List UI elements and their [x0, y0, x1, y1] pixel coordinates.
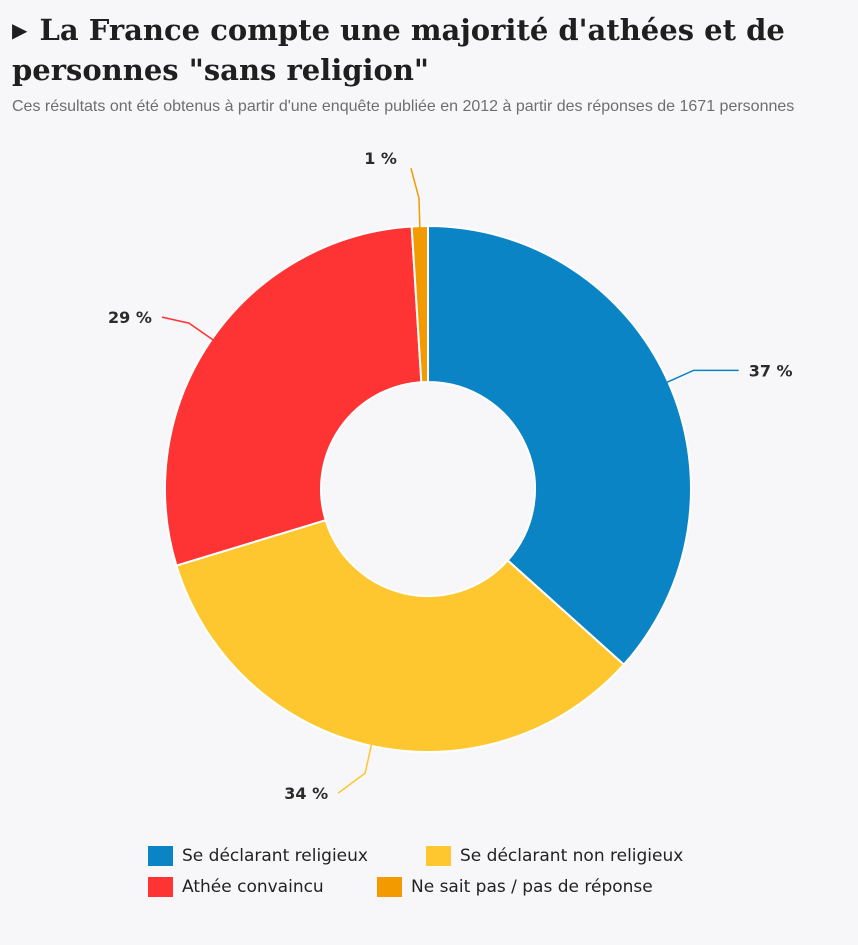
legend-label: Se déclarant religieux	[182, 846, 368, 866]
legend-label: Ne sait pas / pas de réponse	[411, 877, 653, 897]
legend-item[interactable]: Ne sait pas / pas de réponse	[377, 877, 653, 897]
slice-data-label: 34 %	[284, 784, 328, 803]
donut-chart: 37 % 34 % 29 % 1 %	[108, 149, 793, 803]
label-connector	[161, 316, 214, 341]
legend-item[interactable]: Athée convaincu	[148, 877, 324, 897]
legend-item[interactable]: Se déclarant religieux	[148, 846, 368, 866]
chart-title-text: La France compte une majorité d'athées e…	[12, 13, 785, 87]
legend-item[interactable]: Se déclarant non religieux	[426, 846, 683, 866]
donut-slice[interactable]	[410, 224, 429, 384]
legend-label: Se déclarant non religieux	[460, 846, 684, 866]
label-connector	[410, 167, 421, 229]
legend-label: Athée convaincu	[182, 877, 324, 897]
legend-swatch	[148, 846, 173, 866]
donut-slice[interactable]	[427, 224, 692, 666]
donut-slice[interactable]	[164, 225, 423, 567]
triangle-right-icon: ▶	[12, 18, 28, 42]
chart-title: ▶ La France compte une majorité d'athées…	[12, 10, 842, 90]
chart-subtitle: Ces résultats ont été obtenus à partir d…	[12, 98, 795, 115]
slice-data-label: 1 %	[364, 149, 397, 168]
slice-data-label: 37 %	[749, 361, 793, 380]
slice-data-label: 29 %	[108, 308, 152, 327]
legend-swatch	[148, 877, 173, 897]
legend-swatch	[377, 877, 402, 897]
legend-swatch	[426, 846, 451, 866]
label-connector	[337, 743, 373, 794]
donut-slice[interactable]	[175, 518, 626, 753]
label-connector	[666, 369, 739, 384]
